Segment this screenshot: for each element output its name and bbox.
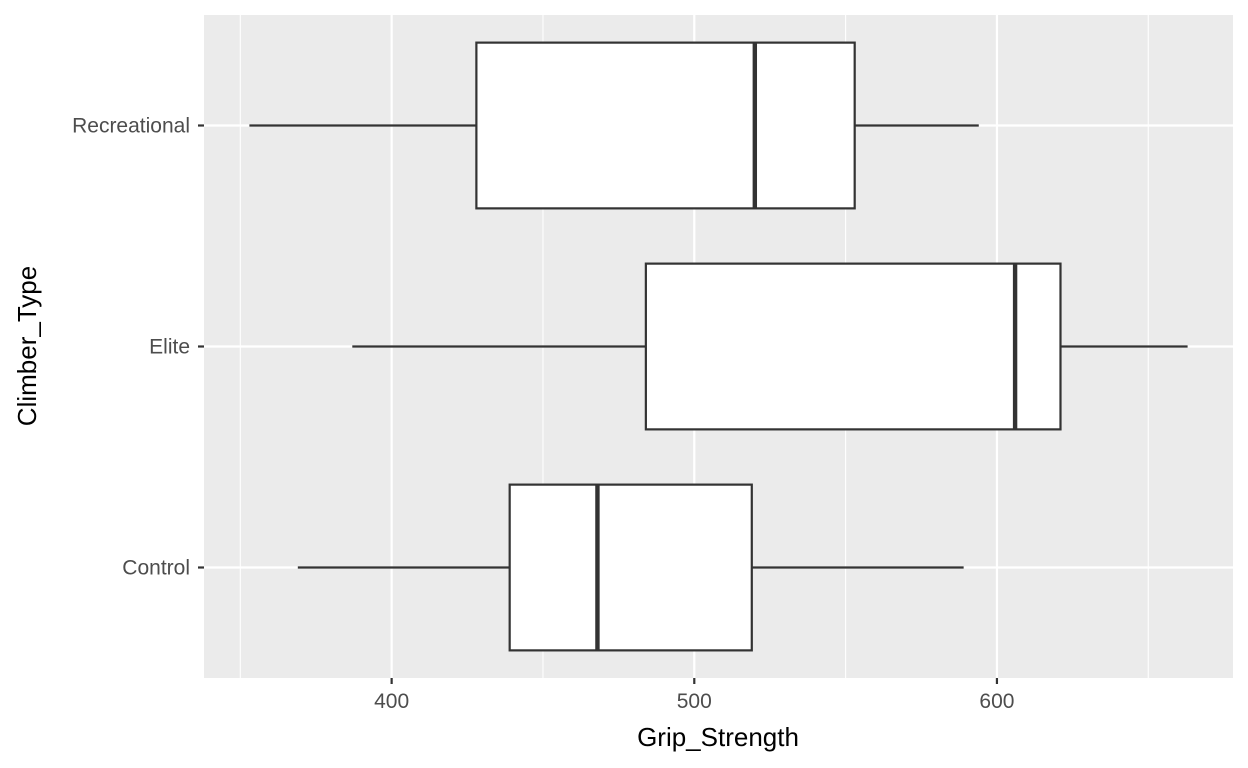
y-axis: Control Elite Recreational	[72, 115, 204, 580]
x-axis-title: Grip_Strength	[637, 722, 799, 752]
y-tick-label: Control	[122, 557, 190, 580]
y-tick-label: Elite	[149, 336, 190, 359]
box-iqr	[475, 41, 856, 210]
y-axis-title: Climber_Type	[12, 266, 42, 426]
x-tick-label: 400	[374, 690, 409, 713]
x-tick-label: 600	[979, 690, 1014, 713]
x-axis: 400 500 600	[374, 678, 1014, 713]
x-tick-label: 500	[677, 690, 712, 713]
box-group-control	[297, 483, 964, 652]
box-iqr	[508, 483, 753, 652]
box-group-recreational	[249, 41, 979, 210]
boxes-layer	[249, 41, 1188, 652]
y-tick-label: Recreational	[72, 115, 190, 138]
box-group-elite	[352, 262, 1188, 431]
box-iqr	[644, 262, 1062, 431]
